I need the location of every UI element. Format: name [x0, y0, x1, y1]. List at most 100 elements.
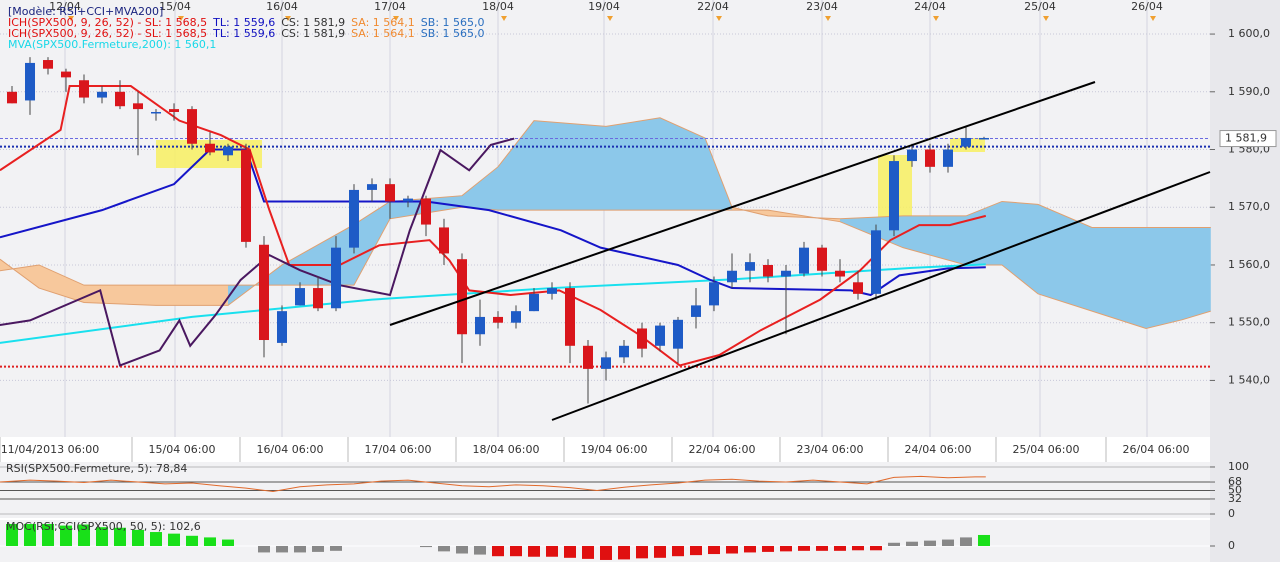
candle-body [367, 184, 378, 190]
date-marker [933, 16, 939, 21]
legend-entry: SA: 1 564,1 [351, 16, 415, 29]
x-tick-label: 15/04 06:00 [149, 443, 216, 456]
legend-line: [Modèle: RSI+CCI+MVA200] [8, 5, 163, 18]
y-tick-label: 100 [1228, 460, 1249, 473]
candle-body [223, 146, 234, 156]
date-marker [68, 16, 74, 21]
bar [761, 545, 774, 552]
cloud-segment [1091, 227, 1146, 329]
candle-body [97, 91, 108, 98]
bar [941, 539, 954, 546]
panel-title: MOC(RSI;CCI(SPX500, 50, 5): 102,6 [6, 520, 201, 533]
x-tick-label: 26/04 06:00 [1123, 443, 1190, 456]
y-tick-label: 1 600,0 [1228, 27, 1270, 40]
bar [527, 545, 540, 557]
legend-entry: CS: 1 581,9 [281, 27, 345, 40]
cloud-segment [1181, 227, 1211, 320]
candle-body [960, 137, 971, 147]
indicator-line [0, 137, 515, 367]
date-marker [607, 16, 613, 21]
candle-body [205, 143, 216, 153]
bar [276, 545, 289, 553]
candle-body [690, 305, 701, 317]
last-price-label: 1 581,9 [1225, 132, 1267, 145]
top-date-label: 12/04 [49, 0, 81, 13]
bar [438, 545, 451, 552]
bar [833, 545, 846, 551]
bar [707, 545, 720, 555]
candle-body [978, 137, 989, 140]
bar [204, 537, 217, 546]
candle-body [349, 189, 360, 248]
bar [851, 545, 864, 551]
cloud-segment [902, 215, 966, 265]
bar [599, 545, 612, 560]
candle-body [403, 198, 414, 202]
y-tick-label: 1 560,0 [1228, 258, 1270, 271]
top-date-label: 19/04 [588, 0, 620, 13]
y-tick-label: 1 570,0 [1228, 200, 1270, 213]
legend-entry: ICH(SPX500, 9, 26, 52) - SL: 1 568,5 [8, 27, 207, 40]
legend-entry: MVA(SPX500.Fermeture,200): 1 560,1 [8, 38, 216, 51]
date-marker [285, 16, 291, 21]
candle-body [780, 270, 791, 277]
date-marker [716, 16, 722, 21]
legend-entry: CS: 1 581,9 [281, 16, 345, 29]
candle-body [636, 328, 647, 349]
candle-body [564, 288, 575, 346]
bar [905, 541, 918, 546]
trend-line [551, 171, 1211, 421]
candle-body [385, 184, 396, 202]
bar [725, 545, 738, 554]
candle-body [295, 288, 306, 306]
cloud-segment [498, 120, 534, 211]
cloud-segment [965, 201, 1002, 265]
top-date-label: 16/04 [266, 0, 298, 13]
bar [635, 545, 648, 559]
candle-body [708, 282, 719, 306]
top-date-label: 23/04 [806, 0, 838, 13]
candle-body [834, 270, 845, 277]
x-tick-label: 17/04 06:00 [365, 443, 432, 456]
price-axis [1210, 0, 1280, 562]
y-tick-label: 1 550,0 [1228, 316, 1270, 329]
bar [60, 525, 73, 546]
bar [150, 532, 163, 546]
candle-body [313, 288, 324, 309]
bar [474, 545, 487, 555]
bar [671, 545, 684, 557]
time-axis [0, 437, 1210, 462]
x-tick-label: 24/04 06:00 [905, 443, 972, 456]
candle-body [582, 345, 593, 369]
legend-entry: SA: 1 564,1 [351, 27, 415, 40]
x-tick-label: 11/04/2013 06:00 [1, 443, 100, 456]
main-layer [0, 57, 1211, 560]
candle-body [133, 103, 144, 110]
y-tick-label: 1 590,0 [1228, 85, 1270, 98]
candle-body [870, 230, 881, 294]
legend-line: MVA(SPX500.Fermeture,200): 1 560,1 [8, 38, 216, 51]
bar [114, 527, 127, 546]
y-tick-label: 0 [1228, 539, 1235, 552]
bar [653, 545, 666, 558]
x-tick-label: 19/04 06:00 [581, 443, 648, 456]
candle-body [25, 62, 36, 101]
bar [96, 527, 109, 546]
cloud-segment [156, 285, 229, 306]
cloud-segment [84, 285, 157, 306]
candle-body [79, 80, 90, 98]
candle-body [906, 149, 917, 162]
bar [869, 545, 882, 551]
bar [420, 545, 433, 548]
top-date-label: 26/04 [1131, 0, 1163, 13]
legend-entry: TL: 1 559,6 [212, 16, 275, 29]
bar [492, 545, 505, 557]
date-marker [825, 16, 831, 21]
date-marker [501, 16, 507, 21]
candle-body [7, 91, 18, 104]
top-date-label: 22/04 [697, 0, 729, 13]
bar [42, 523, 55, 546]
legend-entry: SB: 1 565,0 [421, 16, 485, 29]
bar [294, 545, 307, 553]
